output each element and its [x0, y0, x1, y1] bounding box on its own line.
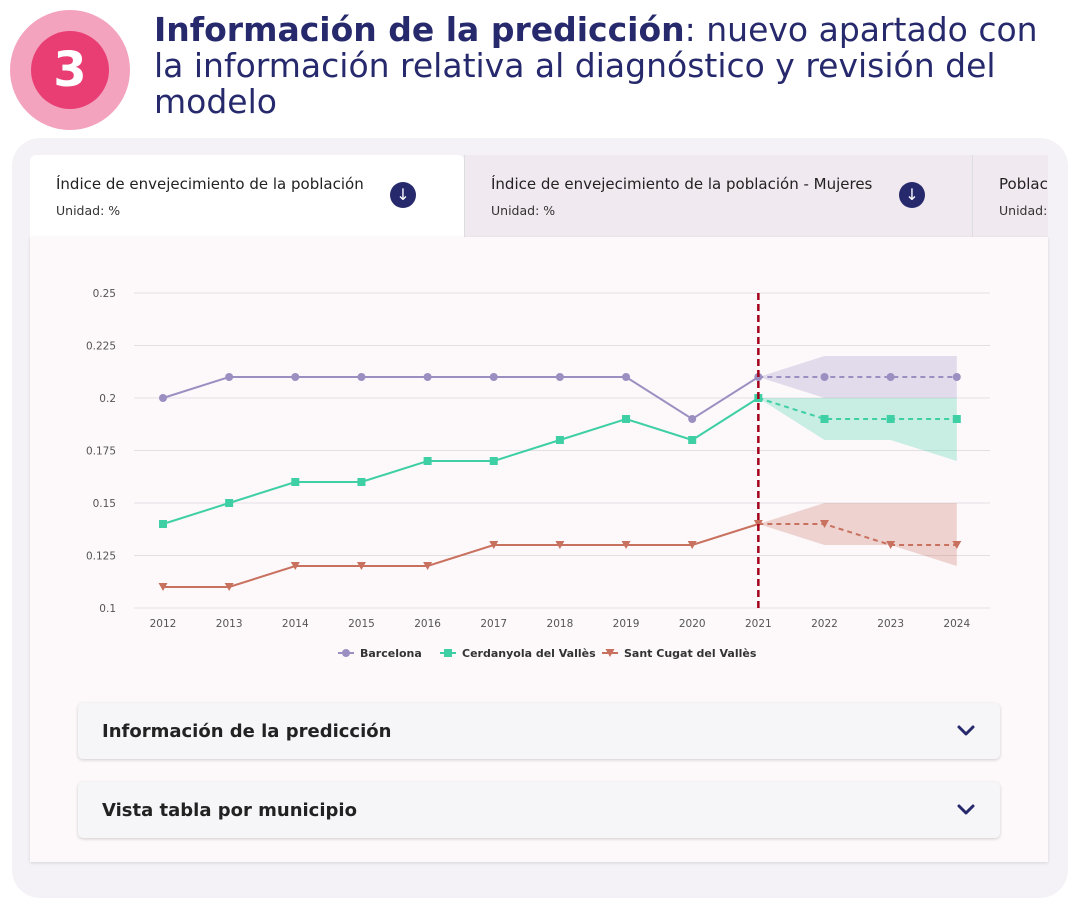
data-point — [820, 415, 829, 423]
x-tick-label: 2018 — [547, 618, 574, 630]
page-title: Información de la predicción: nuevo apar… — [154, 12, 1054, 120]
data-point — [423, 457, 432, 465]
legend-label: Barcelona — [360, 647, 422, 660]
tab-title: Poblac — [999, 175, 1048, 193]
y-tick-label: 0.175 — [86, 446, 116, 458]
tab-envejecimiento-mujeres[interactable]: Índice de envejecimiento de la población… — [464, 155, 972, 237]
y-tick-label: 0.125 — [86, 551, 116, 563]
x-tick-label: 2014 — [282, 618, 309, 630]
series-markers — [158, 373, 962, 591]
data-point — [357, 373, 366, 381]
x-tick-label: 2012 — [150, 618, 177, 630]
data-point — [886, 541, 896, 549]
y-tick-label: 0.2 — [99, 393, 116, 405]
x-tick-label: 2021 — [745, 618, 772, 630]
tab-unit: Unidad: % — [491, 203, 556, 218]
data-point — [423, 562, 433, 570]
accordion-municipality-table[interactable]: Vista tabla por municipio — [78, 782, 1000, 838]
tab-envejecimiento[interactable]: Índice de envejecimiento de la población… — [30, 155, 464, 237]
x-tick-label: 2020 — [679, 618, 706, 630]
y-tick-label: 0.25 — [93, 288, 116, 300]
data-point — [952, 415, 961, 423]
series-line — [162, 376, 759, 421]
data-point — [159, 520, 167, 528]
data-point — [290, 562, 300, 570]
chevron-down-icon — [957, 804, 975, 815]
data-point — [952, 541, 962, 549]
data-point — [225, 373, 234, 381]
page-title-rest: : nuevo apartado con la información rela… — [154, 10, 1038, 121]
accordion-label: Vista tabla por municipio — [102, 799, 357, 821]
data-point — [489, 373, 498, 381]
data-point — [356, 562, 366, 570]
page-title-bold: Información de la predicción — [154, 10, 685, 49]
data-point — [423, 373, 432, 381]
legend-label: Cerdanyola del Vallès — [462, 647, 596, 660]
x-tick-label: 2016 — [414, 618, 441, 630]
data-point — [224, 583, 234, 591]
tab-content: 0.1 0.125 0.15 0.175 0.2 0.225 0.25 2012 2013 20… — [30, 237, 1048, 862]
indicator-tabs: Índice de envejecimiento de la población… — [30, 155, 1048, 237]
data-point — [687, 541, 697, 549]
data-point — [555, 373, 564, 381]
data-point — [952, 373, 961, 381]
y-tick-label: 0.225 — [86, 341, 116, 353]
legend-marker — [605, 649, 615, 657]
download-icon[interactable]: ↓ — [899, 182, 925, 208]
data-point — [357, 478, 366, 486]
data-point — [820, 520, 829, 528]
data-point — [820, 373, 829, 381]
x-tick-label: 2023 — [877, 618, 904, 630]
legend-label: Sant Cugat del Vallès — [624, 647, 757, 660]
chart-grid — [134, 292, 990, 609]
data-point — [225, 499, 234, 507]
prediction-band — [758, 398, 957, 461]
tab-title: Índice de envejecimiento de la población — [56, 175, 364, 193]
accordion-prediction-info[interactable]: Información de la predicción — [78, 703, 1000, 759]
data-point — [688, 436, 697, 444]
data-point — [291, 373, 300, 381]
data-point — [622, 373, 631, 381]
series-line-forecast — [758, 397, 957, 420]
x-tick-label: 2017 — [480, 618, 507, 630]
download-icon[interactable]: ↓ — [390, 182, 416, 208]
step-number: 3 — [31, 31, 109, 109]
data-point — [158, 583, 168, 591]
data-point — [555, 436, 564, 444]
data-point — [555, 541, 565, 549]
data-point — [291, 478, 300, 486]
x-tick-label: 2013 — [216, 618, 243, 630]
accordion-label: Información de la predicción — [102, 720, 392, 742]
legend-marker — [444, 649, 452, 657]
x-tick-label: 2022 — [811, 618, 838, 630]
chevron-down-icon — [957, 725, 975, 736]
y-axis-ticks: 0.1 0.125 0.15 0.175 0.2 0.225 0.25 — [86, 288, 116, 615]
x-tick-label: 2015 — [348, 618, 375, 630]
series-line-forecast — [758, 523, 957, 546]
x-tick-label: 2024 — [943, 618, 970, 630]
data-point — [622, 415, 631, 423]
data-point — [886, 415, 895, 423]
data-point — [489, 457, 498, 465]
x-axis-ticks: 2012 2013 2014 2015 2016 2017 2018 2019 2020 2021… — [150, 618, 971, 630]
tab-unit: Unidad: — [999, 203, 1048, 218]
tab-unit: Unidad: % — [56, 203, 121, 218]
data-point — [159, 394, 167, 402]
tab-poblacion[interactable]: Poblac Unidad: — [972, 155, 1048, 237]
data-point — [621, 541, 631, 549]
series-lines — [162, 376, 957, 588]
series-line — [162, 397, 759, 525]
data-point — [886, 373, 895, 381]
y-tick-label: 0.15 — [93, 498, 116, 510]
series-line — [163, 523, 759, 588]
tab-title: Índice de envejecimiento de la población… — [491, 175, 873, 193]
step-badge: 3 — [10, 10, 130, 130]
legend-marker — [342, 649, 350, 657]
x-tick-label: 2019 — [613, 618, 640, 630]
data-point — [688, 415, 697, 423]
y-tick-label: 0.1 — [99, 603, 116, 615]
data-point — [489, 541, 499, 549]
chart-legend: Barcelona Cerdanyola del Vallès Sant Cugat… — [338, 647, 757, 660]
